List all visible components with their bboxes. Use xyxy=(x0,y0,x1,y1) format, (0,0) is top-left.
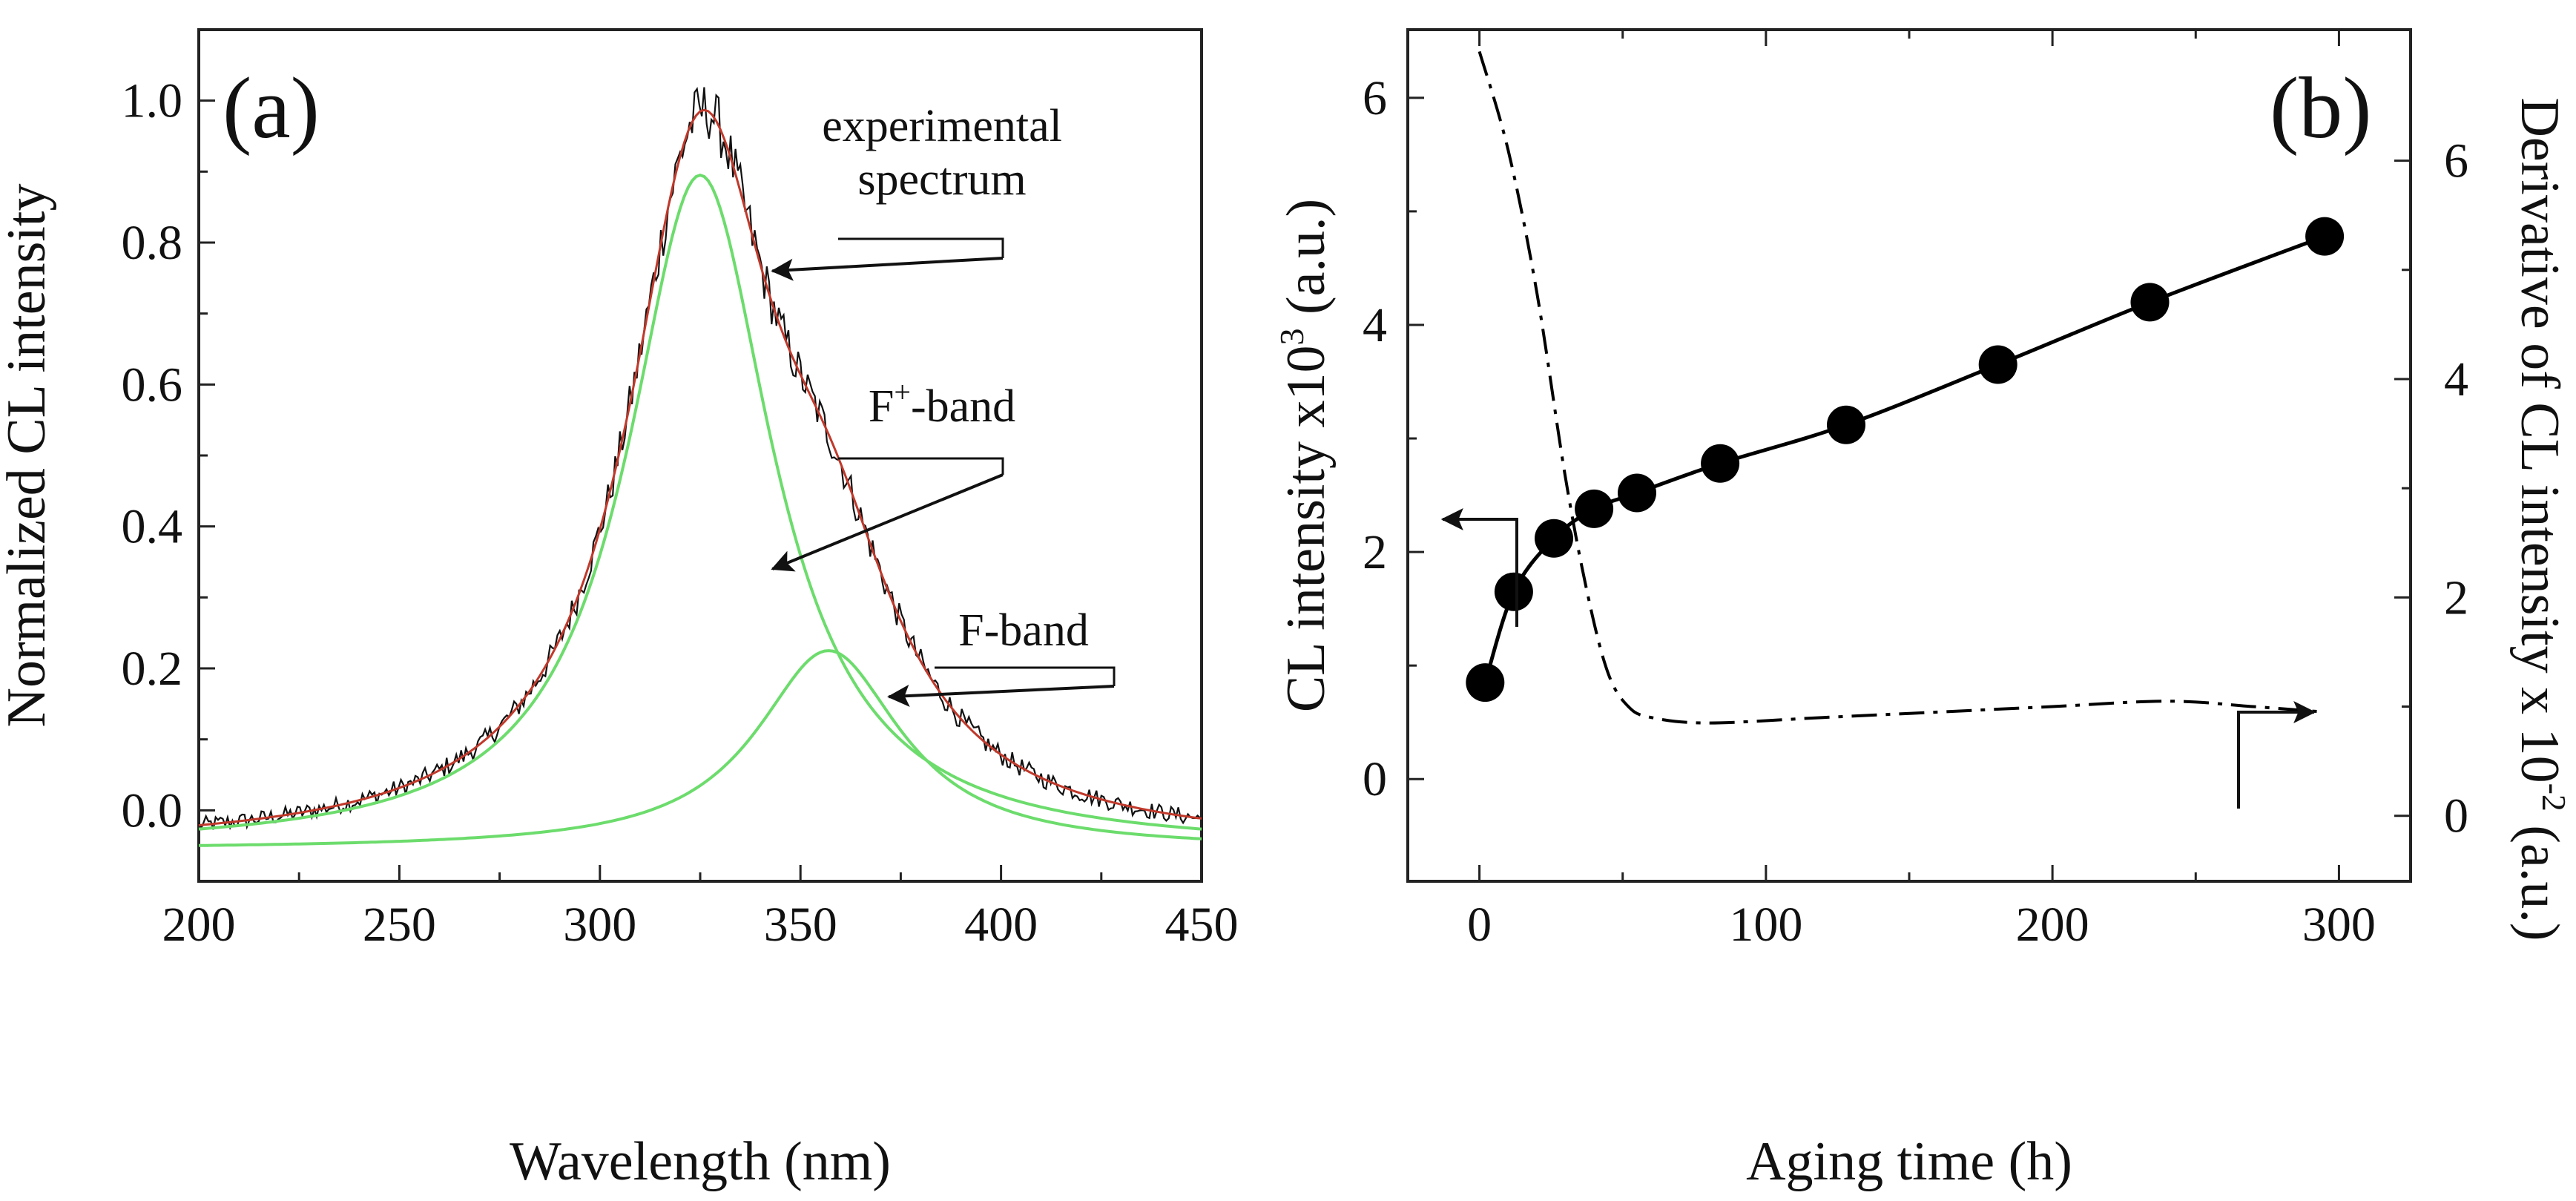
panel-label-b: (b) xyxy=(2270,59,2372,157)
series-cl-intensity-line xyxy=(1483,234,2325,683)
y-tick-label-a: 0.0 xyxy=(122,783,183,838)
x-tick-label-b: 0 xyxy=(1467,898,1492,952)
annotations-b xyxy=(1440,508,2316,809)
x-axis-label-b: Aging time (h) xyxy=(1746,1131,2072,1192)
y-axis-label-b: CL intensity x103 (a.u.) xyxy=(1273,199,1337,712)
annotation-experimental-line1: experimental xyxy=(822,101,1062,151)
annotation-arrow-experimental-pointer xyxy=(771,257,1004,281)
right-axis-indicator-arrow xyxy=(2237,701,2316,809)
y-tick-label-a: 0.8 xyxy=(122,216,183,270)
annotation-fplus-band: F+-band xyxy=(869,375,1015,432)
y-tick-label-a: 0.4 xyxy=(122,500,183,554)
y-tick-label-b: 2 xyxy=(1363,525,1387,579)
annotation-arrow-fband-connector xyxy=(935,666,1116,686)
y-tick-label-a: 0.6 xyxy=(122,358,183,412)
y-tick-label-a: 1.0 xyxy=(122,74,183,128)
x-tick-label-a: 300 xyxy=(563,898,636,952)
chart-panel-b: 0 100 200 300 0 2 4 6 0 2 4 6 (b) Aging time (h) CL… xyxy=(1273,28,2573,1192)
x-tick-label-a: 450 xyxy=(1165,898,1239,952)
cl-intensity-point xyxy=(1535,519,1573,558)
annotation-arrow-experimental xyxy=(838,237,1004,258)
y-tick-label-b: 4 xyxy=(1363,298,1387,352)
cl-intensity-point xyxy=(2130,283,2170,322)
y2-tick-label-b: 6 xyxy=(2444,134,2468,188)
x-tick-label-a: 350 xyxy=(764,898,837,952)
cl-intensity-point xyxy=(1701,444,1740,483)
series-fit-curve xyxy=(198,108,1202,826)
y2-tick-label-b: 0 xyxy=(2444,789,2468,843)
annotation-f-band: F-band xyxy=(958,605,1089,656)
chart-panel-a: 200 250 300 350 400 450 0.0 0.2 0.4 0.6 0.8 1.0 exp… xyxy=(0,28,1239,1192)
cl-intensity-point xyxy=(1827,405,1865,444)
y2-tick-label-b: 2 xyxy=(2444,570,2468,625)
x-tick-label-b: 200 xyxy=(2016,898,2089,952)
cl-intensity-point xyxy=(1466,663,1505,702)
annotation-arrow-fplus-connector xyxy=(838,457,1004,475)
y2-axis-label-b: Derivative of CL intensity x 10-2 (a.u.) xyxy=(2509,97,2573,941)
series-group-b xyxy=(1466,50,2345,725)
annotations-a: experimental spectrum F+-band F-band xyxy=(771,101,1116,707)
y-tick-label-a: 0.2 xyxy=(122,642,183,696)
cl-intensity-point xyxy=(1494,572,1533,611)
y-axis-label-a: Normalized CL intensity xyxy=(0,184,57,728)
y2-tick-label-b: 4 xyxy=(2444,352,2468,407)
x-axis-label-a: Wavelength (nm) xyxy=(510,1131,891,1192)
series-f-band xyxy=(198,649,1202,847)
annotation-experimental-line2: spectrum xyxy=(857,154,1026,205)
x-tick-label-b: 300 xyxy=(2302,898,2376,952)
series-group-a xyxy=(197,87,1202,847)
annotation-arrow-fplus-pointer xyxy=(771,473,1004,572)
x-tick-label-a: 200 xyxy=(162,898,236,952)
x-tick-label-a: 400 xyxy=(964,898,1038,952)
cl-intensity-point xyxy=(2305,217,2345,256)
axis-ticks-a: 200 250 300 350 400 450 0.0 0.2 0.4 0.6 0.8 1.0 xyxy=(122,28,1239,952)
annotation-arrow-fband-pointer xyxy=(887,684,1115,707)
cl-intensity-point xyxy=(1978,345,2017,384)
cl-intensity-point xyxy=(1575,489,1614,528)
y-tick-label-b: 6 xyxy=(1363,71,1387,125)
series-derivative-line xyxy=(1478,50,2325,725)
series-fplus-band xyxy=(198,173,1202,831)
panel-label-a: (a) xyxy=(223,59,320,157)
x-tick-label-a: 250 xyxy=(363,898,436,952)
plot-frame-b xyxy=(1406,28,2412,883)
y-tick-label-b: 0 xyxy=(1363,752,1387,806)
left-axis-indicator-arrow xyxy=(1440,508,1518,627)
plot-frame-a xyxy=(197,28,1203,883)
x-tick-label-b: 100 xyxy=(1729,898,1802,952)
axis-ticks-b: 0 100 200 300 0 2 4 6 0 2 4 6 xyxy=(1363,30,2468,952)
cl-intensity-point xyxy=(1618,473,1656,513)
series-experimental-spectrum xyxy=(197,87,1201,831)
